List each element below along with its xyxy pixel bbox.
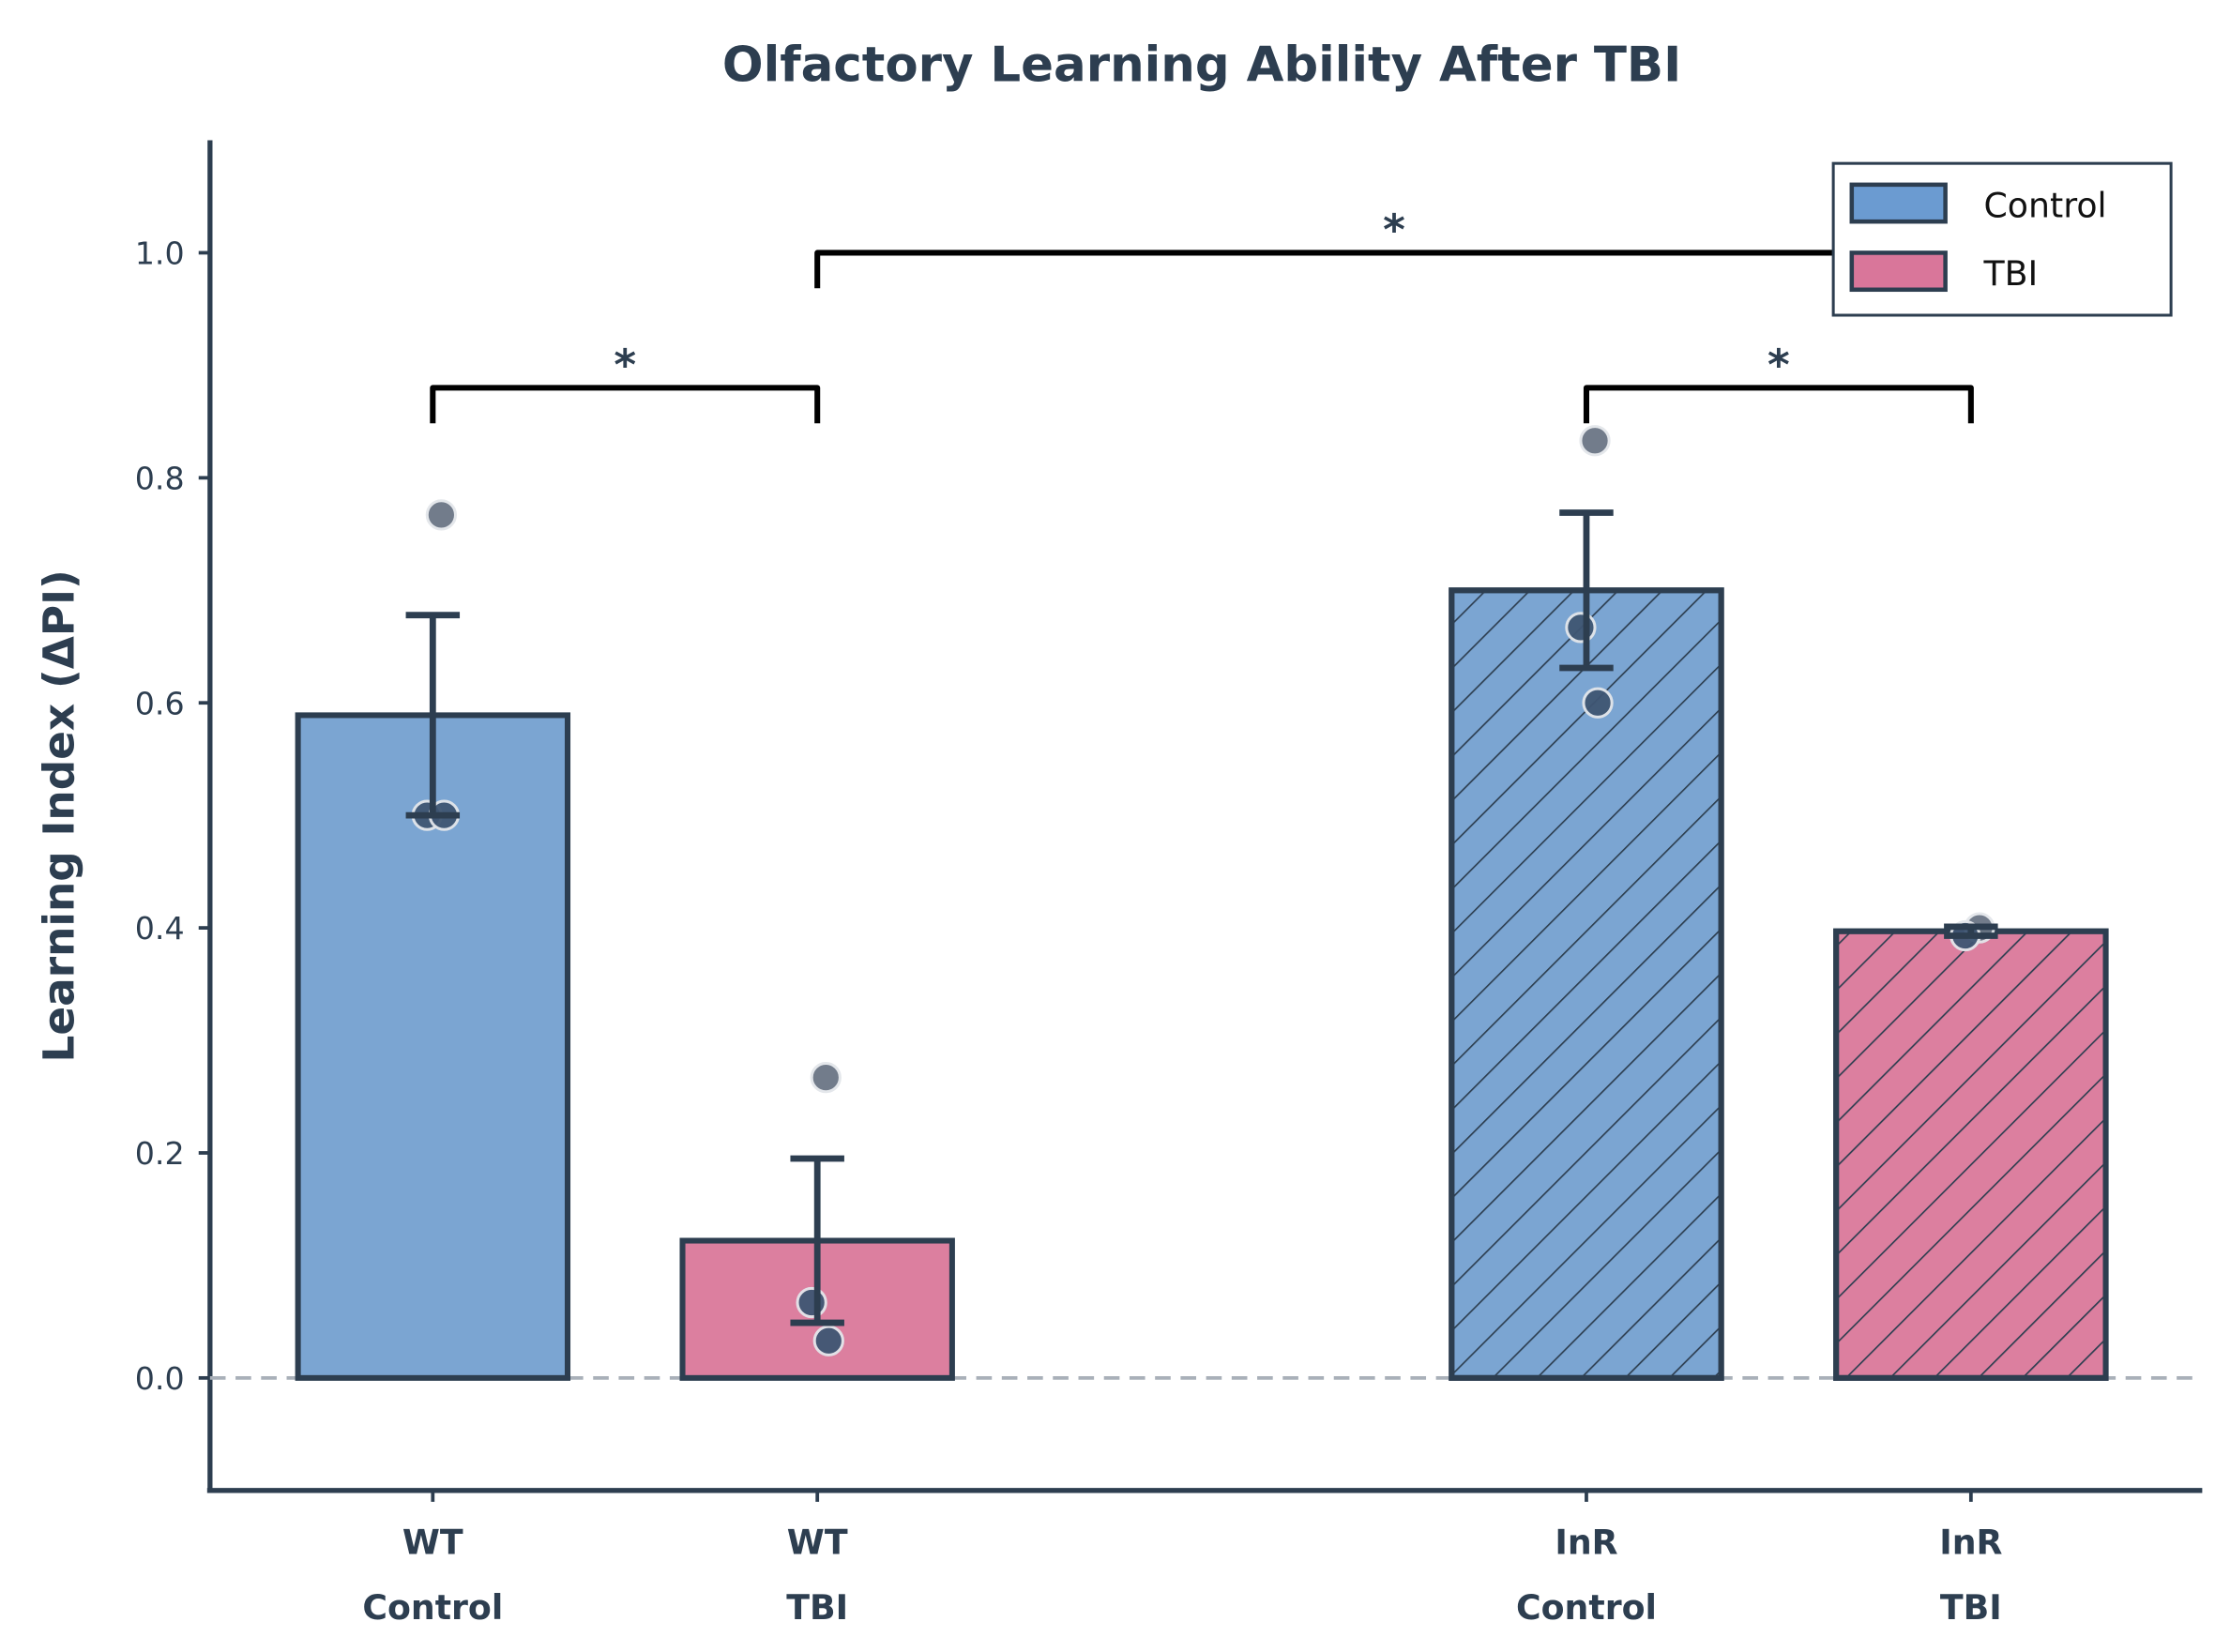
y-tick-label: 1.0 (135, 235, 185, 272)
significance-bracket (814, 250, 1974, 289)
legend-swatch-tbi (1849, 250, 1948, 293)
significance-bracket (1583, 385, 1974, 424)
data-point (810, 1061, 842, 1094)
legend-swatch-control (1849, 182, 1948, 224)
y-tick-label: 0.0 (135, 1360, 185, 1397)
x-tick-label-line1: InR (1555, 1522, 1617, 1562)
legend-label-tbi: TBI (1982, 253, 2038, 294)
legend: Control TBI (1831, 161, 2173, 317)
data-point (1565, 612, 1597, 644)
x-tick-label-line2: TBI (786, 1587, 848, 1628)
significance-star: * (1767, 340, 1790, 389)
x-tick-label-line2: TBI (1940, 1587, 2002, 1628)
bar-hatch-3 (1833, 928, 2109, 1381)
x-tick-label-line1: WT (787, 1522, 848, 1562)
x-tick-label-line2: Control (362, 1587, 503, 1628)
x-tick-label-line1: WT (402, 1522, 463, 1562)
data-point (1582, 687, 1614, 719)
data-point (812, 1325, 844, 1356)
significance-star: * (614, 340, 636, 389)
data-point (425, 499, 458, 531)
significance-star: * (1383, 205, 1405, 254)
significance-bracket (430, 385, 821, 424)
x-tick-label-line2: Control (1516, 1587, 1657, 1628)
y-tick-label: 0.2 (135, 1135, 185, 1172)
y-tick-label: 0.4 (135, 910, 185, 947)
y-axis-label: Learning Index (ΔPI) (35, 569, 84, 1062)
data-point (796, 1286, 827, 1319)
y-tick-label: 0.6 (135, 685, 185, 721)
legend-label-control: Control (1983, 186, 2106, 226)
x-tick-label-line1: InR (1939, 1522, 2002, 1562)
y-tick-label: 0.8 (135, 460, 185, 496)
chart-title: Olfactory Learning Ability After TBI (722, 37, 1681, 93)
data-point (1579, 425, 1611, 457)
